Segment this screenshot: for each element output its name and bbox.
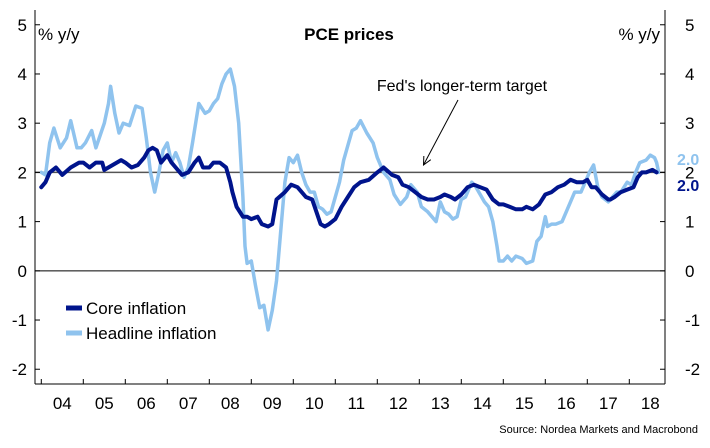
y-axis-label-left: % y/y: [38, 25, 80, 44]
source-note: Source: Nordea Markets and Macrobond: [499, 424, 698, 436]
legend-label-headline: Headline inflation: [86, 324, 216, 343]
y-tick-label-left: 0: [18, 262, 27, 281]
x-tick-label: 17: [599, 394, 618, 413]
x-tick-label: 15: [515, 394, 534, 413]
axes: [34, 10, 666, 385]
annotation-arrow-shaft: [423, 99, 459, 166]
y-tick-label-right: 2: [685, 163, 694, 182]
end-label-headline: 2.0: [677, 152, 699, 169]
y-tick-label-left: 4: [18, 65, 27, 84]
x-tick-label: 11: [347, 394, 365, 413]
y-tick-label-right: 4: [685, 65, 694, 84]
y-tick-label-left: -2: [12, 360, 27, 379]
x-tick-label: 07: [179, 394, 198, 413]
chart-title: PCE prices: [304, 25, 394, 44]
y-tick-label-left: 5: [18, 16, 27, 35]
annotation-arrow-head: [422, 156, 432, 167]
x-tick-label: 08: [221, 394, 240, 413]
y-tick-label-right: 5: [685, 16, 694, 35]
x-tick-label: 12: [389, 394, 408, 413]
x-tick-label: 06: [137, 394, 156, 413]
legend-label-core: Core inflation: [86, 299, 186, 318]
y-tick-label-left: 3: [18, 114, 27, 133]
y-tick-label-right: 1: [685, 213, 694, 232]
series-line-core: [39, 145, 659, 229]
series-lines: [39, 67, 661, 332]
x-tick-label: 09: [263, 394, 282, 413]
y-axis-label-right: % y/y: [618, 25, 660, 44]
x-tick-label: 14: [473, 394, 492, 413]
end-label-core: 2.0: [677, 178, 699, 195]
target-annotation-label: Fed's longer-term target: [377, 78, 548, 95]
x-tick-label: 16: [557, 394, 576, 413]
y-tick-label-left: 2: [18, 163, 27, 182]
legend: Core inflation Headline inflation: [66, 299, 216, 343]
series-line-headline: [39, 67, 661, 332]
x-tick-label: 13: [431, 394, 450, 413]
x-tick-label: 10: [305, 394, 324, 413]
y-tick-label-right: 3: [685, 114, 694, 133]
y-tick-label-left: -1: [12, 311, 27, 330]
y-tick-label-right: -1: [685, 311, 700, 330]
annotation-arrow: [422, 99, 459, 167]
y-ticks-right: -2 -1 0 1 2 3 4 5: [660, 16, 700, 379]
x-tick-label: 04: [53, 394, 72, 413]
x-tick-label: 18: [641, 394, 660, 413]
y-tick-label-right: -2: [685, 360, 700, 379]
y-tick-label-left: 1: [18, 213, 27, 232]
x-tick-label: 05: [95, 394, 114, 413]
y-tick-label-right: 0: [685, 262, 694, 281]
y-ticks-left: -2 -1 0 1 2 3 4 5: [12, 16, 40, 379]
x-ticks: 04 05 06 07 08 09 10 11 12 13 14 15 16 17 18: [40, 379, 660, 413]
